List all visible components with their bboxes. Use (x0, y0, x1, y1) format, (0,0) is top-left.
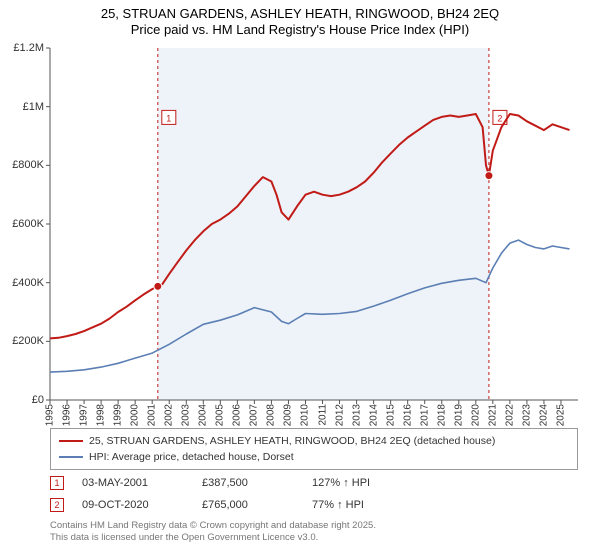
legend-label: HPI: Average price, detached house, Dors… (89, 451, 294, 463)
svg-text:2: 2 (497, 113, 502, 123)
x-tick-label: 2020 (470, 404, 481, 426)
x-tick-label: 1997 (79, 404, 90, 426)
legend-label: 25, STRUAN GARDENS, ASHLEY HEATH, RINGWO… (89, 435, 495, 447)
y-tick-label: £200K (12, 335, 44, 347)
y-tick-label: £400K (12, 277, 44, 289)
x-tick-label: 2024 (538, 404, 549, 426)
sale-markers-table: 1 03-MAY-2001 £387,500 127% ↑ HPI 2 09-O… (50, 472, 578, 516)
x-tick-label: 2009 (283, 404, 294, 426)
x-tick-label: 2002 (164, 404, 175, 426)
legend-row: HPI: Average price, detached house, Dors… (59, 449, 569, 465)
chart-title-line2: Price paid vs. HM Land Registry's House … (0, 22, 600, 38)
x-tick-label: 1999 (113, 404, 124, 426)
marker-price: £387,500 (202, 477, 312, 489)
marker-row: 1 03-MAY-2001 £387,500 127% ↑ HPI (50, 472, 578, 494)
marker-row: 2 09-OCT-2020 £765,000 77% ↑ HPI (50, 494, 578, 516)
x-tick-label: 2017 (419, 404, 430, 426)
marker-delta: 77% ↑ HPI (312, 499, 412, 511)
y-tick-label: £600K (12, 218, 44, 230)
marker-badge-2: 2 (50, 498, 64, 512)
x-tick-label: 2016 (402, 404, 413, 426)
x-tick-label: 2005 (215, 404, 226, 426)
x-tick-label: 2011 (317, 404, 328, 426)
x-tick-label: 2015 (385, 404, 396, 426)
x-tick-label: 2006 (232, 404, 243, 426)
x-tick-label: 2000 (130, 404, 141, 426)
y-tick-label: £1M (23, 101, 44, 113)
attribution-line1: Contains HM Land Registry data © Crown c… (50, 520, 376, 532)
chart-legend: 25, STRUAN GARDENS, ASHLEY HEATH, RINGWO… (50, 428, 578, 470)
x-tick-label: 2012 (334, 404, 345, 426)
price-chart: 12 £0£200K£400K£600K£800K£1M£1.2M 199519… (50, 48, 578, 400)
chart-title-line1: 25, STRUAN GARDENS, ASHLEY HEATH, RINGWO… (0, 6, 600, 22)
y-tick-label: £1.2M (13, 42, 44, 54)
marker-date: 03-MAY-2001 (82, 477, 202, 489)
x-tick-label: 2021 (487, 404, 498, 426)
attribution-text: Contains HM Land Registry data © Crown c… (50, 520, 376, 544)
chart-svg: 12 (50, 48, 578, 400)
x-tick-label: 2023 (521, 404, 532, 426)
x-tick-label: 1998 (96, 404, 107, 426)
y-tick-label: £800K (12, 159, 44, 171)
legend-row: 25, STRUAN GARDENS, ASHLEY HEATH, RINGWO… (59, 433, 569, 449)
x-tick-label: 2003 (181, 404, 192, 426)
x-tick-label: 2007 (249, 404, 260, 426)
x-tick-label: 2013 (351, 404, 362, 426)
x-tick-label: 2008 (266, 404, 277, 426)
svg-text:1: 1 (166, 113, 171, 123)
marker-delta: 127% ↑ HPI (312, 477, 412, 489)
x-tick-label: 2019 (453, 404, 464, 426)
x-tick-label: 2001 (147, 404, 158, 426)
marker-badge-1: 1 (50, 476, 64, 490)
x-tick-label: 1996 (62, 404, 73, 426)
marker-price: £765,000 (202, 499, 312, 511)
x-tick-label: 2022 (504, 404, 515, 426)
x-tick-label: 2004 (198, 404, 209, 426)
x-tick-label: 2014 (368, 404, 379, 426)
x-tick-label: 2018 (436, 404, 447, 426)
x-tick-label: 1995 (45, 404, 56, 426)
x-tick-label: 2025 (555, 404, 566, 426)
y-tick-label: £0 (32, 394, 44, 406)
legend-swatch-price (59, 440, 83, 442)
attribution-line2: This data is licensed under the Open Gov… (50, 532, 376, 544)
chart-title-block: 25, STRUAN GARDENS, ASHLEY HEATH, RINGWO… (0, 0, 600, 39)
legend-swatch-hpi (59, 456, 83, 458)
marker-date: 09-OCT-2020 (82, 499, 202, 511)
x-tick-label: 2010 (300, 404, 311, 426)
